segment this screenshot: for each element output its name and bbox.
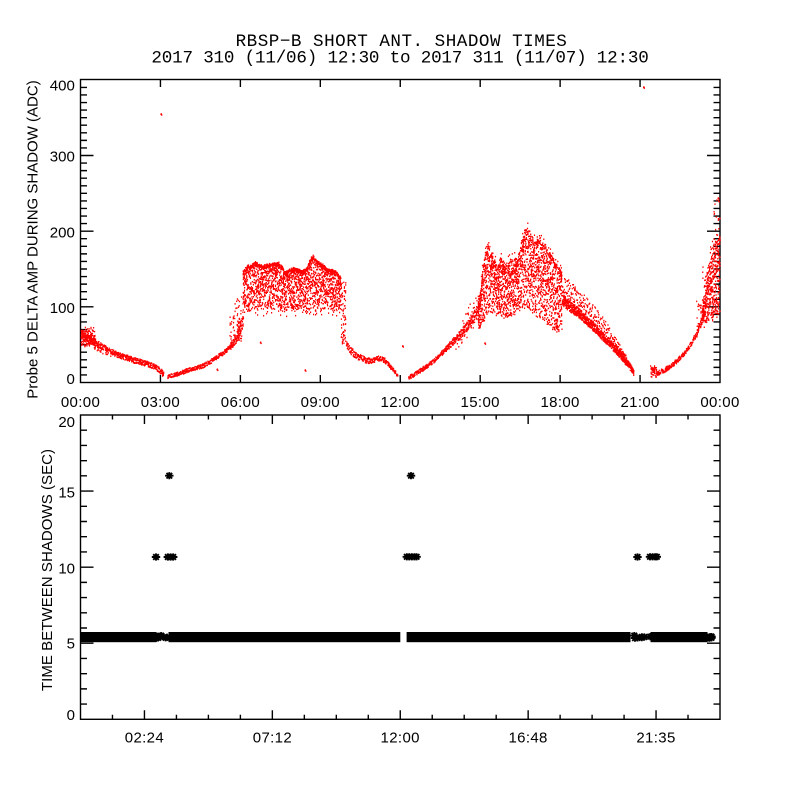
svg-text:400: 400 bbox=[50, 78, 75, 95]
svg-text:12:00: 12:00 bbox=[381, 394, 420, 411]
svg-text:00:00: 00:00 bbox=[700, 394, 739, 411]
svg-text:12:00: 12:00 bbox=[381, 730, 420, 747]
svg-text:TIME BETWEEN SHADOWS (SEC): TIME BETWEEN SHADOWS (SEC) bbox=[39, 449, 56, 691]
svg-text:RBSP−B SHORT ANT. SHADOW TIMES: RBSP−B SHORT ANT. SHADOW TIMES bbox=[236, 32, 568, 52]
svg-text:15: 15 bbox=[58, 485, 75, 502]
svg-text:5: 5 bbox=[67, 636, 75, 653]
svg-text:0: 0 bbox=[67, 707, 75, 724]
svg-text:07:12: 07:12 bbox=[253, 730, 292, 747]
svg-text:06:00: 06:00 bbox=[221, 394, 260, 411]
svg-text:200: 200 bbox=[50, 224, 75, 241]
svg-text:10: 10 bbox=[58, 561, 75, 578]
svg-text:18:00: 18:00 bbox=[540, 394, 579, 411]
svg-text:02:24: 02:24 bbox=[125, 730, 164, 747]
svg-text:0: 0 bbox=[66, 371, 74, 388]
svg-text:16:48: 16:48 bbox=[508, 730, 547, 747]
svg-text:2017 310 (11/06) 12:30 to 2017: 2017 310 (11/06) 12:30 to 2017 311 (11/0… bbox=[151, 48, 648, 68]
svg-text:21:35: 21:35 bbox=[636, 730, 675, 747]
svg-text:15:00: 15:00 bbox=[461, 394, 500, 411]
svg-text:21:00: 21:00 bbox=[620, 394, 659, 411]
svg-text:00:00: 00:00 bbox=[61, 394, 100, 411]
svg-text:100: 100 bbox=[50, 300, 75, 317]
svg-text:Probe 5 DELTA AMP DURING SHADO: Probe 5 DELTA AMP DURING SHADOW (ADC) bbox=[24, 80, 41, 398]
svg-text:09:00: 09:00 bbox=[301, 394, 340, 411]
svg-text:20: 20 bbox=[58, 414, 75, 431]
svg-text:03:00: 03:00 bbox=[141, 394, 180, 411]
svg-text:300: 300 bbox=[50, 149, 75, 166]
